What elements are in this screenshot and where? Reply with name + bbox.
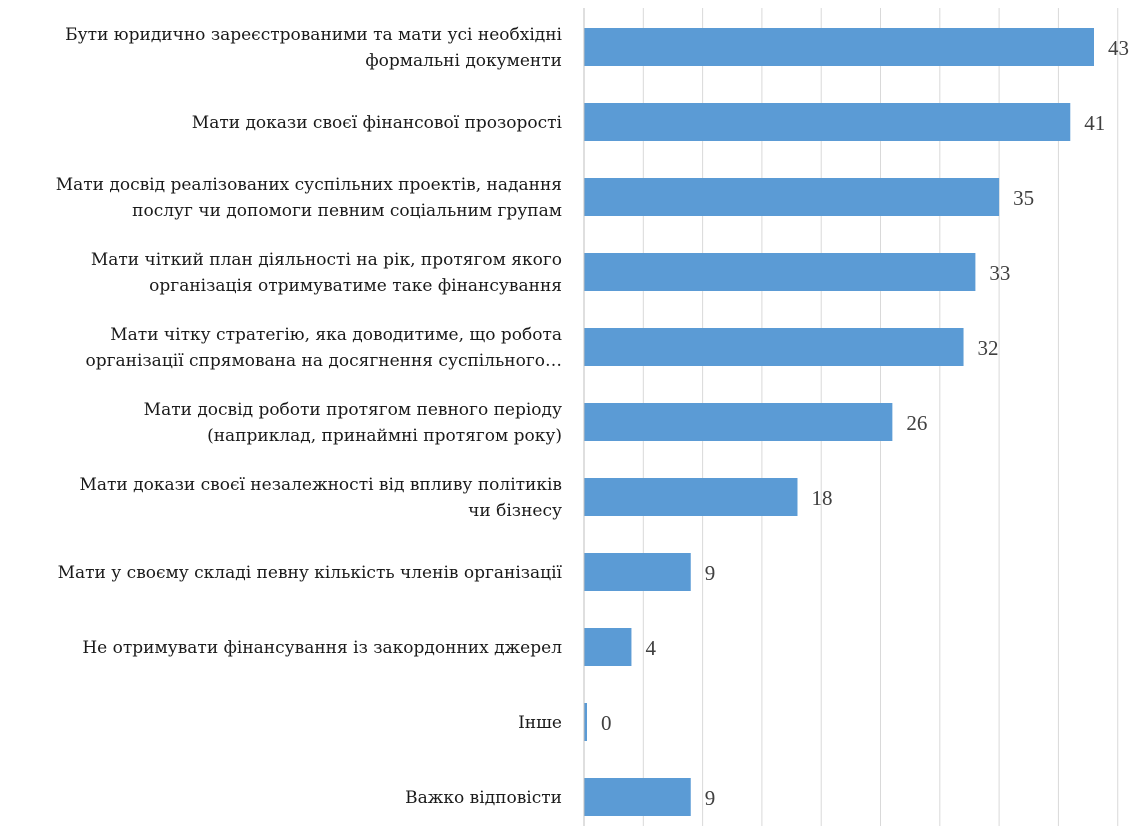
value-label: 26 [906, 411, 927, 435]
category-labels: Бути юридично зареєстрованими та мати ус… [56, 25, 563, 808]
category-label-line: Мати докази своєї незалежності від вплив… [79, 475, 562, 495]
bar [584, 553, 691, 591]
bar [584, 253, 976, 291]
value-label: 18 [811, 486, 832, 510]
bar [584, 403, 893, 441]
value-label: 9 [705, 561, 716, 585]
category-label-line: Мати у своєму складі певну кількість чле… [58, 563, 563, 583]
category-label: Не отримувати фінансування із закордонни… [82, 638, 562, 658]
category-label-line: Мати чіткий план діяльності на рік, прот… [91, 250, 562, 270]
category-label-line: Мати досвід реалізованих суспільних прое… [56, 175, 562, 195]
value-label: 43 [1108, 36, 1129, 60]
category-label-line: Інше [518, 713, 562, 733]
value-label: 4 [645, 636, 656, 660]
category-label-line: Бути юридично зареєстрованими та мати ус… [65, 25, 562, 45]
category-label: Мати чітку стратегію, яка доводитиме, що… [85, 325, 562, 371]
bar [584, 28, 1094, 66]
category-label-line: (наприклад, принаймні протягом року) [207, 426, 562, 446]
category-label-line: чи бізнесу [468, 501, 562, 521]
category-label: Мати докази своєї фінансової прозорості [192, 113, 563, 133]
value-labels: 43 41 35 33 32 26 18 9 4 0 9 [601, 36, 1129, 810]
category-label: Мати у своєму складі певну кількість чле… [58, 563, 563, 583]
value-label: 0 [601, 711, 612, 735]
category-label-line: організації спрямована на досягнення сус… [85, 351, 562, 371]
category-label: Інше [518, 713, 562, 733]
value-label: 41 [1084, 111, 1105, 135]
category-label-line: Мати чітку стратегію, яка доводитиме, що… [110, 325, 562, 345]
bars [584, 28, 1094, 816]
category-label-line: Мати докази своєї фінансової прозорості [192, 113, 563, 133]
category-label: Мати досвід роботи протягом певного пері… [144, 400, 562, 446]
bar [584, 328, 964, 366]
category-label-line: організація отримуватиме таке фінансуван… [149, 276, 562, 296]
bar [584, 103, 1071, 141]
category-label-line: Мати досвід роботи протягом певного пері… [144, 400, 562, 420]
value-label: 35 [1013, 186, 1034, 210]
category-label: Мати докази своєї незалежності від вплив… [79, 475, 562, 521]
bar [584, 778, 691, 816]
value-label: 33 [989, 261, 1010, 285]
category-label: Бути юридично зареєстрованими та мати ус… [65, 25, 562, 71]
category-label: Мати чіткий план діяльності на рік, прот… [91, 250, 562, 296]
bar [584, 628, 632, 666]
bar [584, 703, 587, 741]
value-label: 32 [978, 336, 999, 360]
category-label-line: послуг чи допомоги певним соціальним гру… [132, 201, 562, 221]
category-label-line: Важко відповісти [405, 788, 562, 808]
bar [584, 478, 798, 516]
category-label-line: Не отримувати фінансування із закордонни… [82, 638, 562, 658]
bar [584, 178, 1000, 216]
category-label-line: формальні документи [365, 51, 562, 71]
category-label: Важко відповісти [405, 788, 562, 808]
value-label: 9 [705, 786, 716, 810]
category-label: Мати досвід реалізованих суспільних прое… [56, 175, 562, 221]
